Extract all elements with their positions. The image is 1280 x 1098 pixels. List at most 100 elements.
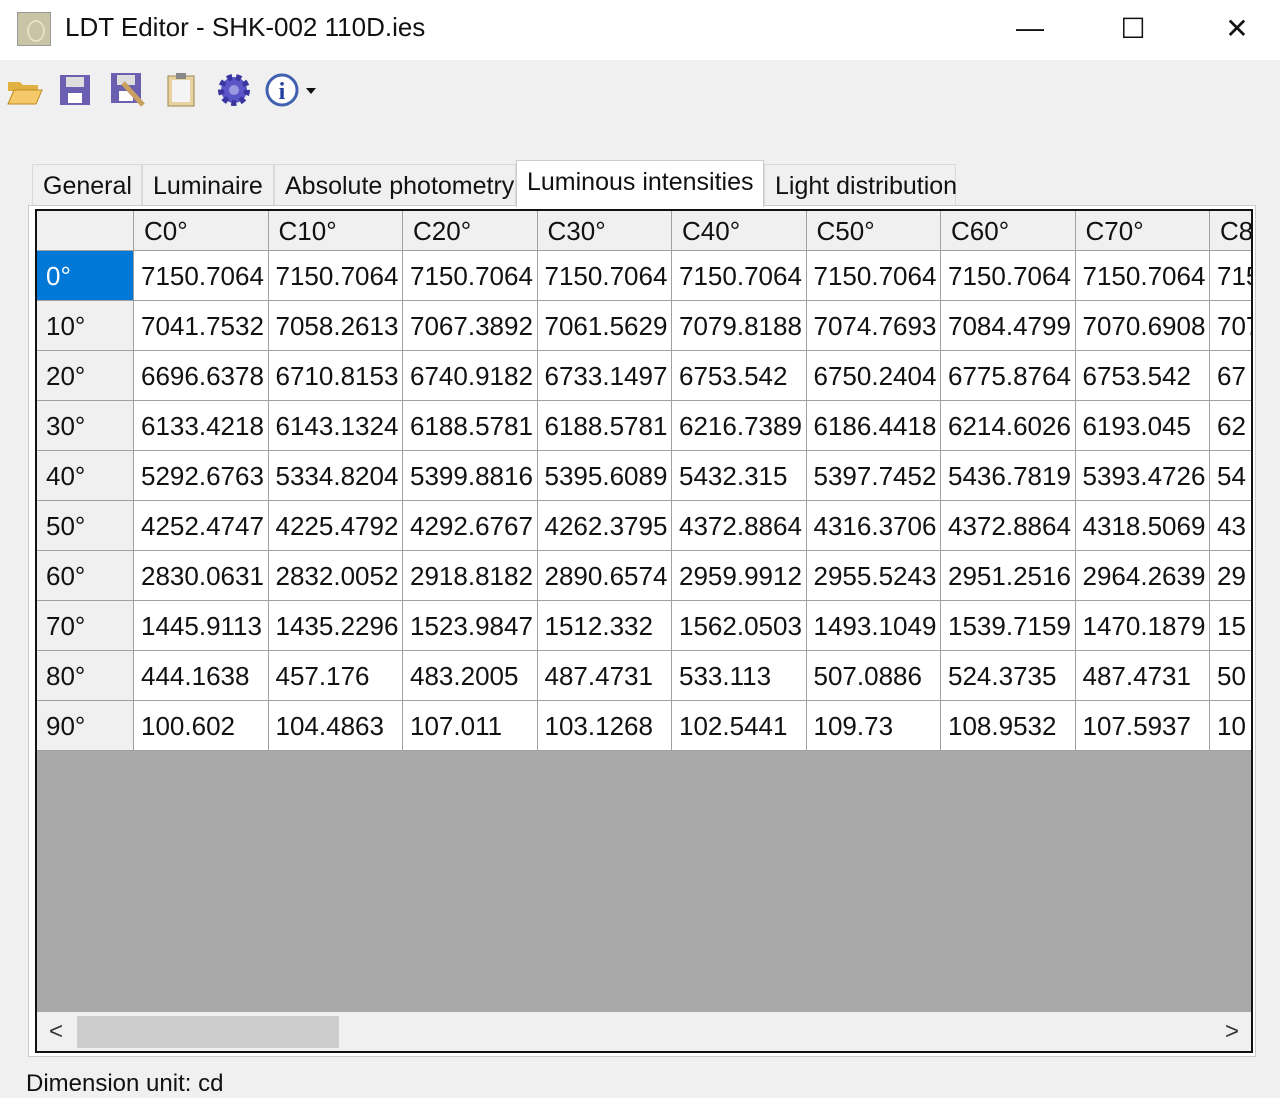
grid-cell[interactable]: 2918.8182: [403, 551, 538, 601]
grid-cell[interactable]: 6775.8764: [941, 351, 1076, 401]
grid-cell[interactable]: 1562.0503: [672, 601, 807, 651]
column-header[interactable]: C0°: [134, 211, 269, 251]
grid-cell[interactable]: 7150.7064: [403, 251, 538, 301]
grid-cell[interactable]: 2830.0631: [134, 551, 269, 601]
grid-corner[interactable]: [37, 211, 134, 251]
tab-luminaire[interactable]: Luminaire: [142, 164, 274, 206]
grid-cell[interactable]: 5395.6089: [537, 451, 672, 501]
grid-cell[interactable]: 6143.1324: [268, 401, 403, 451]
grid-cell[interactable]: 15: [1210, 601, 1251, 651]
tab-absolute-photometry[interactable]: Absolute photometry: [274, 164, 516, 206]
grid-cell[interactable]: 10: [1210, 701, 1251, 751]
column-header[interactable]: C10°: [268, 211, 403, 251]
grid-cell[interactable]: 5436.7819: [941, 451, 1076, 501]
grid-cell[interactable]: 1435.2296: [268, 601, 403, 651]
column-header[interactable]: C20°: [403, 211, 538, 251]
grid-cell[interactable]: 1493.1049: [806, 601, 941, 651]
grid-cell[interactable]: 444.1638: [134, 651, 269, 701]
grid-cell[interactable]: 5399.8816: [403, 451, 538, 501]
grid-cell[interactable]: 7150.7064: [806, 251, 941, 301]
grid-cell[interactable]: 7070.6908: [1075, 301, 1210, 351]
save-as-icon[interactable]: [108, 70, 148, 110]
grid-cell[interactable]: 50: [1210, 651, 1251, 701]
grid-cell[interactable]: 107.011: [403, 701, 538, 751]
grid-cell[interactable]: 6216.7389: [672, 401, 807, 451]
minimize-button[interactable]: —: [1016, 12, 1044, 43]
grid-cell[interactable]: 107.5937: [1075, 701, 1210, 751]
grid-cell[interactable]: 29: [1210, 551, 1251, 601]
grid-cell[interactable]: 6733.1497: [537, 351, 672, 401]
row-header[interactable]: 90°: [37, 701, 134, 751]
grid-cell[interactable]: 1523.9847: [403, 601, 538, 651]
grid-cell[interactable]: 6214.6026: [941, 401, 1076, 451]
grid-cell[interactable]: 6193.045: [1075, 401, 1210, 451]
scrollbar-thumb[interactable]: [77, 1016, 339, 1048]
grid-cell[interactable]: 507.0886: [806, 651, 941, 701]
row-header[interactable]: 40°: [37, 451, 134, 501]
row-header[interactable]: 30°: [37, 401, 134, 451]
row-header[interactable]: 10°: [37, 301, 134, 351]
grid-cell[interactable]: 2832.0052: [268, 551, 403, 601]
tab-light-distribution[interactable]: Light distribution: [764, 164, 957, 206]
grid-cell[interactable]: 7150.7064: [1075, 251, 1210, 301]
grid-cell[interactable]: 4262.3795: [537, 501, 672, 551]
tab-general[interactable]: General: [32, 164, 142, 206]
row-header[interactable]: 70°: [37, 601, 134, 651]
grid-cell[interactable]: 524.3735: [941, 651, 1076, 701]
grid-cell[interactable]: 7058.2613: [268, 301, 403, 351]
grid-cell[interactable]: 7074.7693: [806, 301, 941, 351]
grid-cell[interactable]: 5334.8204: [268, 451, 403, 501]
grid-cell[interactable]: 54: [1210, 451, 1251, 501]
open-folder-icon[interactable]: [5, 70, 45, 110]
grid-cell[interactable]: 109.73: [806, 701, 941, 751]
column-header[interactable]: C70°: [1075, 211, 1210, 251]
grid-cell[interactable]: 108.9532: [941, 701, 1076, 751]
grid-cell[interactable]: 6696.6378: [134, 351, 269, 401]
tab-luminous-intensities[interactable]: Luminous intensities: [516, 160, 764, 207]
grid-cell[interactable]: 7079.8188: [672, 301, 807, 351]
grid-cell[interactable]: 2890.6574: [537, 551, 672, 601]
grid-cell[interactable]: 7084.4799: [941, 301, 1076, 351]
column-header[interactable]: C60°: [941, 211, 1076, 251]
grid-cell[interactable]: 487.4731: [1075, 651, 1210, 701]
grid-cell[interactable]: 67: [1210, 351, 1251, 401]
grid-cell[interactable]: 6188.5781: [537, 401, 672, 451]
grid-cell[interactable]: 7150.7064: [268, 251, 403, 301]
column-header[interactable]: C30°: [537, 211, 672, 251]
horizontal-scrollbar[interactable]: < >: [37, 1012, 1251, 1051]
grid-cell[interactable]: 4252.4747: [134, 501, 269, 551]
clipboard-icon[interactable]: [161, 70, 201, 110]
grid-cell[interactable]: 100.602: [134, 701, 269, 751]
grid-cell[interactable]: 103.1268: [537, 701, 672, 751]
grid-cell[interactable]: 6133.4218: [134, 401, 269, 451]
grid-cell[interactable]: 487.4731: [537, 651, 672, 701]
grid-cell[interactable]: 4372.8864: [941, 501, 1076, 551]
grid-cell[interactable]: 2955.5243: [806, 551, 941, 601]
grid-cell[interactable]: 104.4863: [268, 701, 403, 751]
row-header[interactable]: 80°: [37, 651, 134, 701]
column-header[interactable]: C50°: [806, 211, 941, 251]
grid-cell[interactable]: 707: [1210, 301, 1251, 351]
grid-cell[interactable]: 43: [1210, 501, 1251, 551]
grid-cell[interactable]: 2959.9912: [672, 551, 807, 601]
row-header[interactable]: 50°: [37, 501, 134, 551]
grid-cell[interactable]: 6186.4418: [806, 401, 941, 451]
grid-cell[interactable]: 1539.7159: [941, 601, 1076, 651]
grid-cell[interactable]: 6740.9182: [403, 351, 538, 401]
grid-cell[interactable]: 7041.7532: [134, 301, 269, 351]
grid-cell[interactable]: 5432.315: [672, 451, 807, 501]
grid-cell[interactable]: 4316.3706: [806, 501, 941, 551]
grid-cell[interactable]: 1512.332: [537, 601, 672, 651]
close-button[interactable]: ✕: [1225, 12, 1249, 44]
grid-cell[interactable]: 7150.7064: [672, 251, 807, 301]
grid-cell[interactable]: 715: [1210, 251, 1251, 301]
scroll-left-button[interactable]: <: [48, 1017, 63, 1045]
grid-cell[interactable]: 5397.7452: [806, 451, 941, 501]
column-header[interactable]: C40°: [672, 211, 807, 251]
grid-cell[interactable]: 5393.4726: [1075, 451, 1210, 501]
grid-cell[interactable]: 6753.542: [672, 351, 807, 401]
grid-cell[interactable]: 6710.8153: [268, 351, 403, 401]
scroll-right-button[interactable]: >: [1224, 1017, 1239, 1045]
grid-cell[interactable]: 5292.6763: [134, 451, 269, 501]
maximize-button[interactable]: ☐: [1120, 12, 1146, 44]
